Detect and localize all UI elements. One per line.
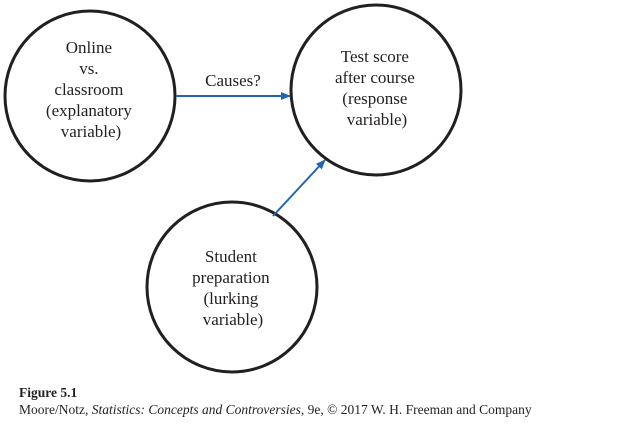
credit-prefix: Moore/Notz, (19, 402, 92, 417)
figure-caption: Figure 5.1 Moore/Notz, Statistics: Conce… (19, 384, 629, 418)
node-label: Student preparation (lurking variable) (192, 247, 274, 329)
causal-diagram: Online vs. classroom (explanatory variab… (3, 3, 463, 374)
node-label-line: after course (335, 68, 415, 87)
node-label-line: preparation (192, 268, 270, 287)
node-label-line: Online (66, 38, 112, 57)
node-label-line: variable) (203, 310, 263, 329)
node-label-line: classroom (54, 80, 123, 99)
node-label-line: Student (205, 247, 257, 266)
node-test-score: Test score after course (response variab… (289, 3, 463, 177)
node-label: Test score after course (response variab… (335, 47, 419, 129)
edge-label: Causes? (205, 71, 261, 90)
node-circle (289, 3, 463, 177)
credit-book-title: Statistics: Concepts and Controversies (91, 402, 301, 417)
node-online-vs-classroom: Online vs. classroom (explanatory variab… (3, 9, 177, 183)
node-circle (145, 200, 319, 374)
node-circle (3, 9, 177, 183)
node-label-line: vs. (79, 59, 98, 78)
edge-online-to-test-score: Causes? (176, 71, 291, 100)
node-label-line: variable) (61, 122, 121, 141)
node-label: Online vs. classroom (explanatory variab… (46, 38, 136, 141)
node-label-line: Test score (341, 47, 409, 66)
credit-suffix: , 9e, © 2017 W. H. Freeman and Company (300, 402, 532, 417)
figure-label: Figure 5.1 (19, 385, 78, 400)
node-label-line: variable) (347, 110, 407, 129)
edge-arrow (272, 159, 326, 217)
node-label-line: (response (342, 89, 407, 108)
node-label-line: (explanatory (46, 101, 132, 120)
edge-student-preparation-to-test-score (272, 159, 326, 217)
node-student-preparation: Student preparation (lurking variable) (145, 200, 319, 374)
figure-credit: Moore/Notz, Statistics: Concepts and Con… (19, 401, 629, 418)
node-label-line: (lurking (203, 289, 258, 308)
